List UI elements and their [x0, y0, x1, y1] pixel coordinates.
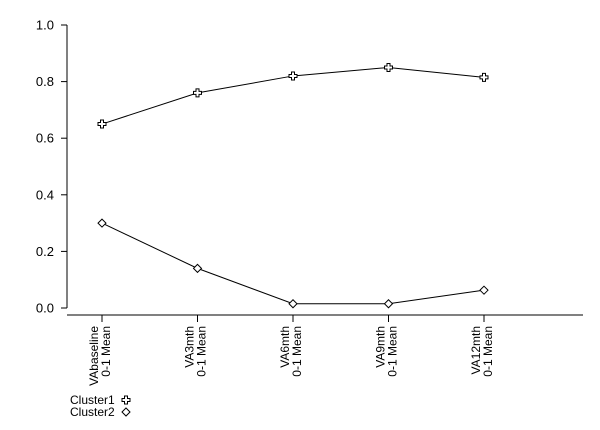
- legend-item: Cluster1: [70, 393, 131, 407]
- y-tick-label: 0.8: [36, 74, 54, 89]
- y-tick-label: 0.2: [36, 244, 54, 259]
- series-1: [97, 62, 489, 129]
- legend-label: Cluster1: [70, 393, 115, 407]
- data-point-diamond: [479, 285, 489, 295]
- y-tick-label: 0.0: [36, 301, 54, 316]
- y-tick-label: 0.6: [36, 131, 54, 146]
- legend-item: Cluster2: [70, 405, 131, 419]
- x-tick-label-line: 0-1 Mean: [386, 326, 400, 377]
- data-point-diamond: [121, 407, 131, 417]
- data-point-plus: [479, 72, 489, 82]
- x-tick-label-line: VA12mth: [469, 326, 483, 374]
- data-point-plus: [288, 71, 298, 81]
- data-point-plus: [121, 395, 131, 405]
- data-point-plus: [97, 119, 107, 129]
- data-point-plus: [193, 88, 202, 98]
- data-point-diamond: [97, 218, 107, 228]
- x-tick-label-line: VA6mth: [278, 326, 292, 368]
- series-layer: [97, 62, 489, 309]
- data-point-diamond: [288, 299, 298, 309]
- series-2: [97, 218, 489, 309]
- y-tick-label: 1.0: [36, 18, 54, 33]
- legend-label: Cluster2: [70, 405, 115, 419]
- y-tick-label: 0.4: [36, 187, 54, 202]
- data-point-plus: [384, 62, 393, 72]
- x-tick-label-line: VA9mth: [374, 326, 388, 368]
- data-point-diamond: [192, 263, 203, 274]
- x-tick-label-line: 0-1 Mean: [99, 326, 113, 377]
- series-line: [101, 222, 485, 305]
- x-tick-label-line: VA3mth: [183, 326, 197, 368]
- x-tick-label-line: 0-1 Mean: [195, 326, 209, 377]
- x-tick-label-line: 0-1 Mean: [290, 326, 304, 377]
- data-point-diamond: [383, 299, 394, 309]
- x-tick-label-line: 0-1 Mean: [481, 326, 495, 377]
- x-tick-label-line: VAbaseline: [87, 326, 101, 386]
